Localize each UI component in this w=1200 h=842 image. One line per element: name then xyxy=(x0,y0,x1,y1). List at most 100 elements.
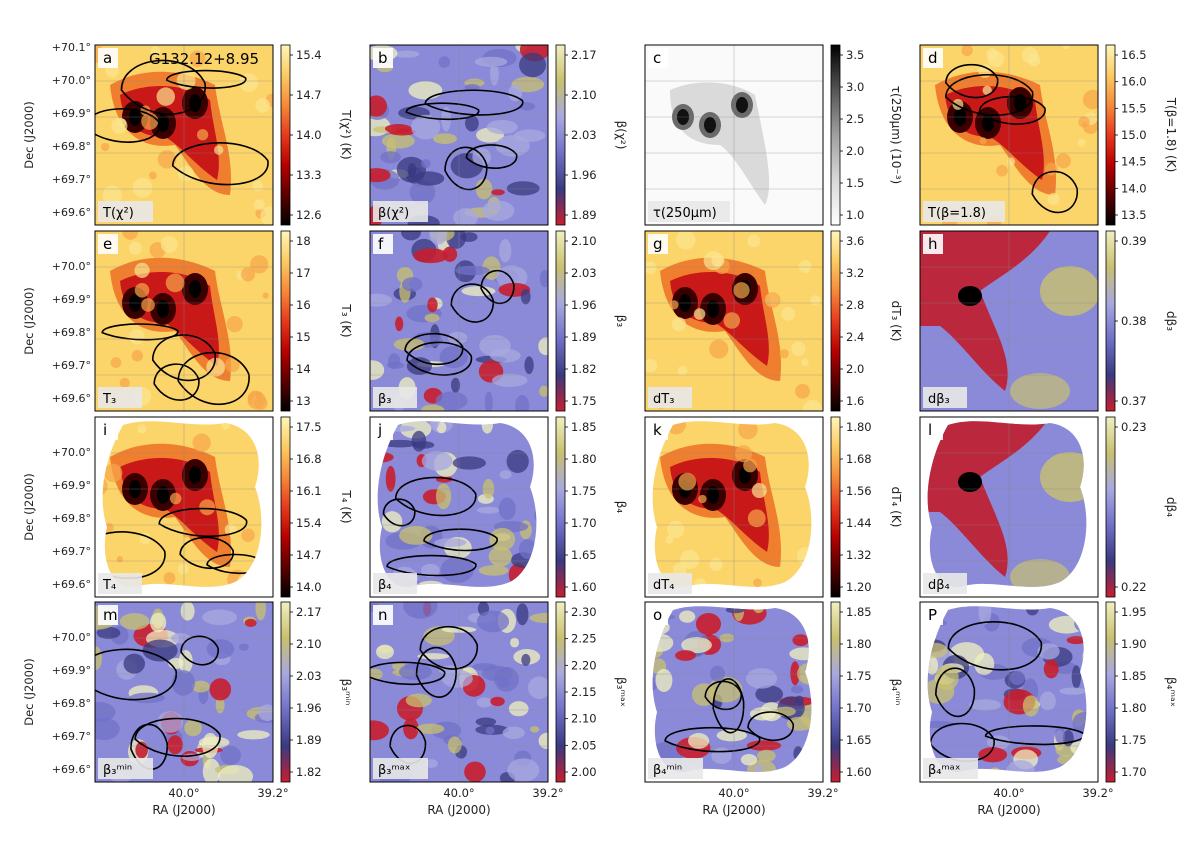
colorbar xyxy=(830,601,841,783)
panel-letter: b xyxy=(378,49,388,67)
map-image xyxy=(370,602,548,782)
panel-frame xyxy=(94,416,274,598)
dec-tick-label: +70.1° xyxy=(52,41,91,54)
ra-tick-label: 39.2° xyxy=(1082,786,1113,800)
colorbar-tick-label: 17.5 xyxy=(296,420,322,434)
panel-tag: dT₄ xyxy=(653,578,674,593)
panel-tag: β₃ xyxy=(378,392,392,407)
panel-frame xyxy=(644,601,824,783)
colorbar-tick-label: 0.23 xyxy=(1121,420,1147,434)
panel-tag: τ(250μm) xyxy=(653,206,717,221)
colorbar xyxy=(555,416,566,598)
colorbar-tick-label: 16.1 xyxy=(296,484,322,498)
colorbar-tick-label: 2.15 xyxy=(571,685,597,699)
panel-tag: T(β=1.8) xyxy=(927,206,986,221)
panel-frame xyxy=(94,601,274,783)
colorbar-tick-label: 1.89 xyxy=(571,330,597,344)
colorbar-tick-label: 1.80 xyxy=(1121,701,1147,715)
panel-letter: i xyxy=(103,421,107,439)
panel-letter: n xyxy=(378,606,388,624)
colorbar xyxy=(280,416,291,598)
ra-tick-label: 40.0° xyxy=(993,786,1024,800)
colorbar-tick-label: 1.85 xyxy=(1121,669,1147,683)
dec-tick-label: +69.9° xyxy=(52,664,91,677)
colorbar-tick-label: 2.03 xyxy=(296,669,322,683)
colorbar xyxy=(555,601,566,783)
map-image xyxy=(377,421,537,588)
colorbar-tick-label: 1.96 xyxy=(296,701,322,715)
colorbar-label: T₄ (K) xyxy=(339,489,353,523)
colorbar-tick-label: 3.2 xyxy=(846,266,864,280)
panel-letter: e xyxy=(103,235,112,253)
colorbar-label: β₄ xyxy=(614,501,628,514)
colorbar-tick-label: 16 xyxy=(296,298,311,312)
colorbar-tick-label: 2.10 xyxy=(571,88,597,102)
colorbar-tick-label: 1.44 xyxy=(846,516,872,530)
dec-tick-label: +70.0° xyxy=(52,446,91,459)
panel-tag: T(χ²) xyxy=(102,206,134,221)
colorbar-tick-label: 0.38 xyxy=(1121,314,1147,328)
colorbar-tick-label: 14.7 xyxy=(296,88,322,102)
map-image xyxy=(645,231,823,411)
colorbar-tick-label: 1.75 xyxy=(571,394,597,408)
panel-frame xyxy=(644,230,824,412)
panel-frame xyxy=(369,601,549,783)
colorbar-tick-label: 1.60 xyxy=(846,765,872,779)
dec-tick-label: +70.0° xyxy=(52,260,91,273)
colorbar xyxy=(280,601,291,783)
panel-letter: m xyxy=(103,606,118,624)
colorbar xyxy=(1105,230,1116,412)
colorbar-tick-label: 1.5 xyxy=(846,176,864,190)
colorbar-tick-label: 15.5 xyxy=(1121,101,1147,115)
dec-tick-label: +69.7° xyxy=(52,359,91,372)
panel-frame xyxy=(919,416,1099,598)
colorbar-tick-label: 1.89 xyxy=(296,733,322,747)
colorbar-tick-label: 1.85 xyxy=(846,605,872,619)
y-axis-label: Dec (J2000) xyxy=(22,473,36,541)
panel-tag: T₄ xyxy=(102,578,116,593)
panel-c: c τ(250μm) 3.5 3.0 2.5 2.0 1.5 1.0 τ(250μm) (10⁻… xyxy=(644,44,903,226)
colorbar xyxy=(555,44,566,226)
panel-tag: β₃ᵐᵃˣ xyxy=(378,763,411,778)
panel-d: d T(β=1.8) 16.5 16.0 15.5 15.0 14.5 14.0 13.5 T(β… xyxy=(919,44,1178,226)
colorbar-tick-label: 2.10 xyxy=(571,712,597,726)
panel-k: k dT₄ 1.80 1.68 1.56 1.44 1.32 1.20 dT₄ (K) xyxy=(644,416,903,598)
colorbar-tick-label: 1.80 xyxy=(846,637,872,651)
map-image xyxy=(95,231,273,411)
x-axis-label: RA (J2000) xyxy=(702,803,765,817)
colorbar-tick-label: 18 xyxy=(296,234,311,248)
panel-a: a T(χ²) 15.4 14.7 14.0 13.3 12.6 T(χ²) (K) +70.1… xyxy=(22,41,353,226)
x-axis-label: RA (J2000) xyxy=(427,803,490,817)
colorbar-tick-label: 2.20 xyxy=(571,658,597,672)
colorbar-tick-label: 2.0 xyxy=(846,362,864,376)
colorbar-tick-label: 2.17 xyxy=(296,605,322,619)
panel-g: g dT₃ 3.6 3.2 2.8 2.4 2.0 1.6 dT₃ (K) xyxy=(644,230,903,412)
panel-n: n β₃ᵐᵃˣ 2.30 2.25 2.20 2.15 2.10 2.05 2.00 β₃ᵐᵃˣ 4… xyxy=(369,601,628,817)
colorbar-tick-label: 0.37 xyxy=(1121,394,1147,408)
panel-letter: c xyxy=(653,49,661,67)
colorbar-tick-label: 2.4 xyxy=(846,330,864,344)
colorbar-tick-label: 2.03 xyxy=(571,128,597,142)
colorbar-tick-label: 17 xyxy=(296,266,311,280)
panel-tag: dT₃ xyxy=(653,392,674,407)
colorbar xyxy=(830,416,841,598)
panel-tag: β₄ xyxy=(378,578,392,593)
colorbar-tick-label: 2.8 xyxy=(846,298,864,312)
colorbar-tick-label: 2.17 xyxy=(571,48,597,62)
panel-frame xyxy=(919,230,1099,412)
colorbar-label: T(β=1.8) (K) xyxy=(1164,97,1178,173)
colorbar-tick-label: 14.0 xyxy=(1121,181,1147,195)
colorbar-tick-label: 3.0 xyxy=(846,80,864,94)
panel-tag: dβ₃ xyxy=(928,392,950,407)
colorbar-tick-label: 14.0 xyxy=(296,128,322,142)
panel-o: o β₄ᵐⁱⁿ 1.85 1.80 1.75 1.70 1.65 1.60 β₄ᵐⁱⁿ 40.0°… xyxy=(644,601,903,817)
colorbar-tick-label: 16.5 xyxy=(1121,48,1147,62)
colorbar-tick-label: 15.4 xyxy=(296,516,322,530)
ra-tick-label: 39.2° xyxy=(807,786,838,800)
colorbar-label: β₃ᵐᵃˣ xyxy=(614,677,628,707)
panel-grid: a T(χ²) 15.4 14.7 14.0 13.3 12.6 T(χ²) (K) +70.1… xyxy=(22,41,1178,817)
dec-tick-label: +69.7° xyxy=(52,173,91,186)
colorbar-label: β₃ᵐⁱⁿ xyxy=(339,679,353,706)
colorbar xyxy=(1105,601,1116,783)
colorbar-label: T₃ (K) xyxy=(339,303,353,337)
